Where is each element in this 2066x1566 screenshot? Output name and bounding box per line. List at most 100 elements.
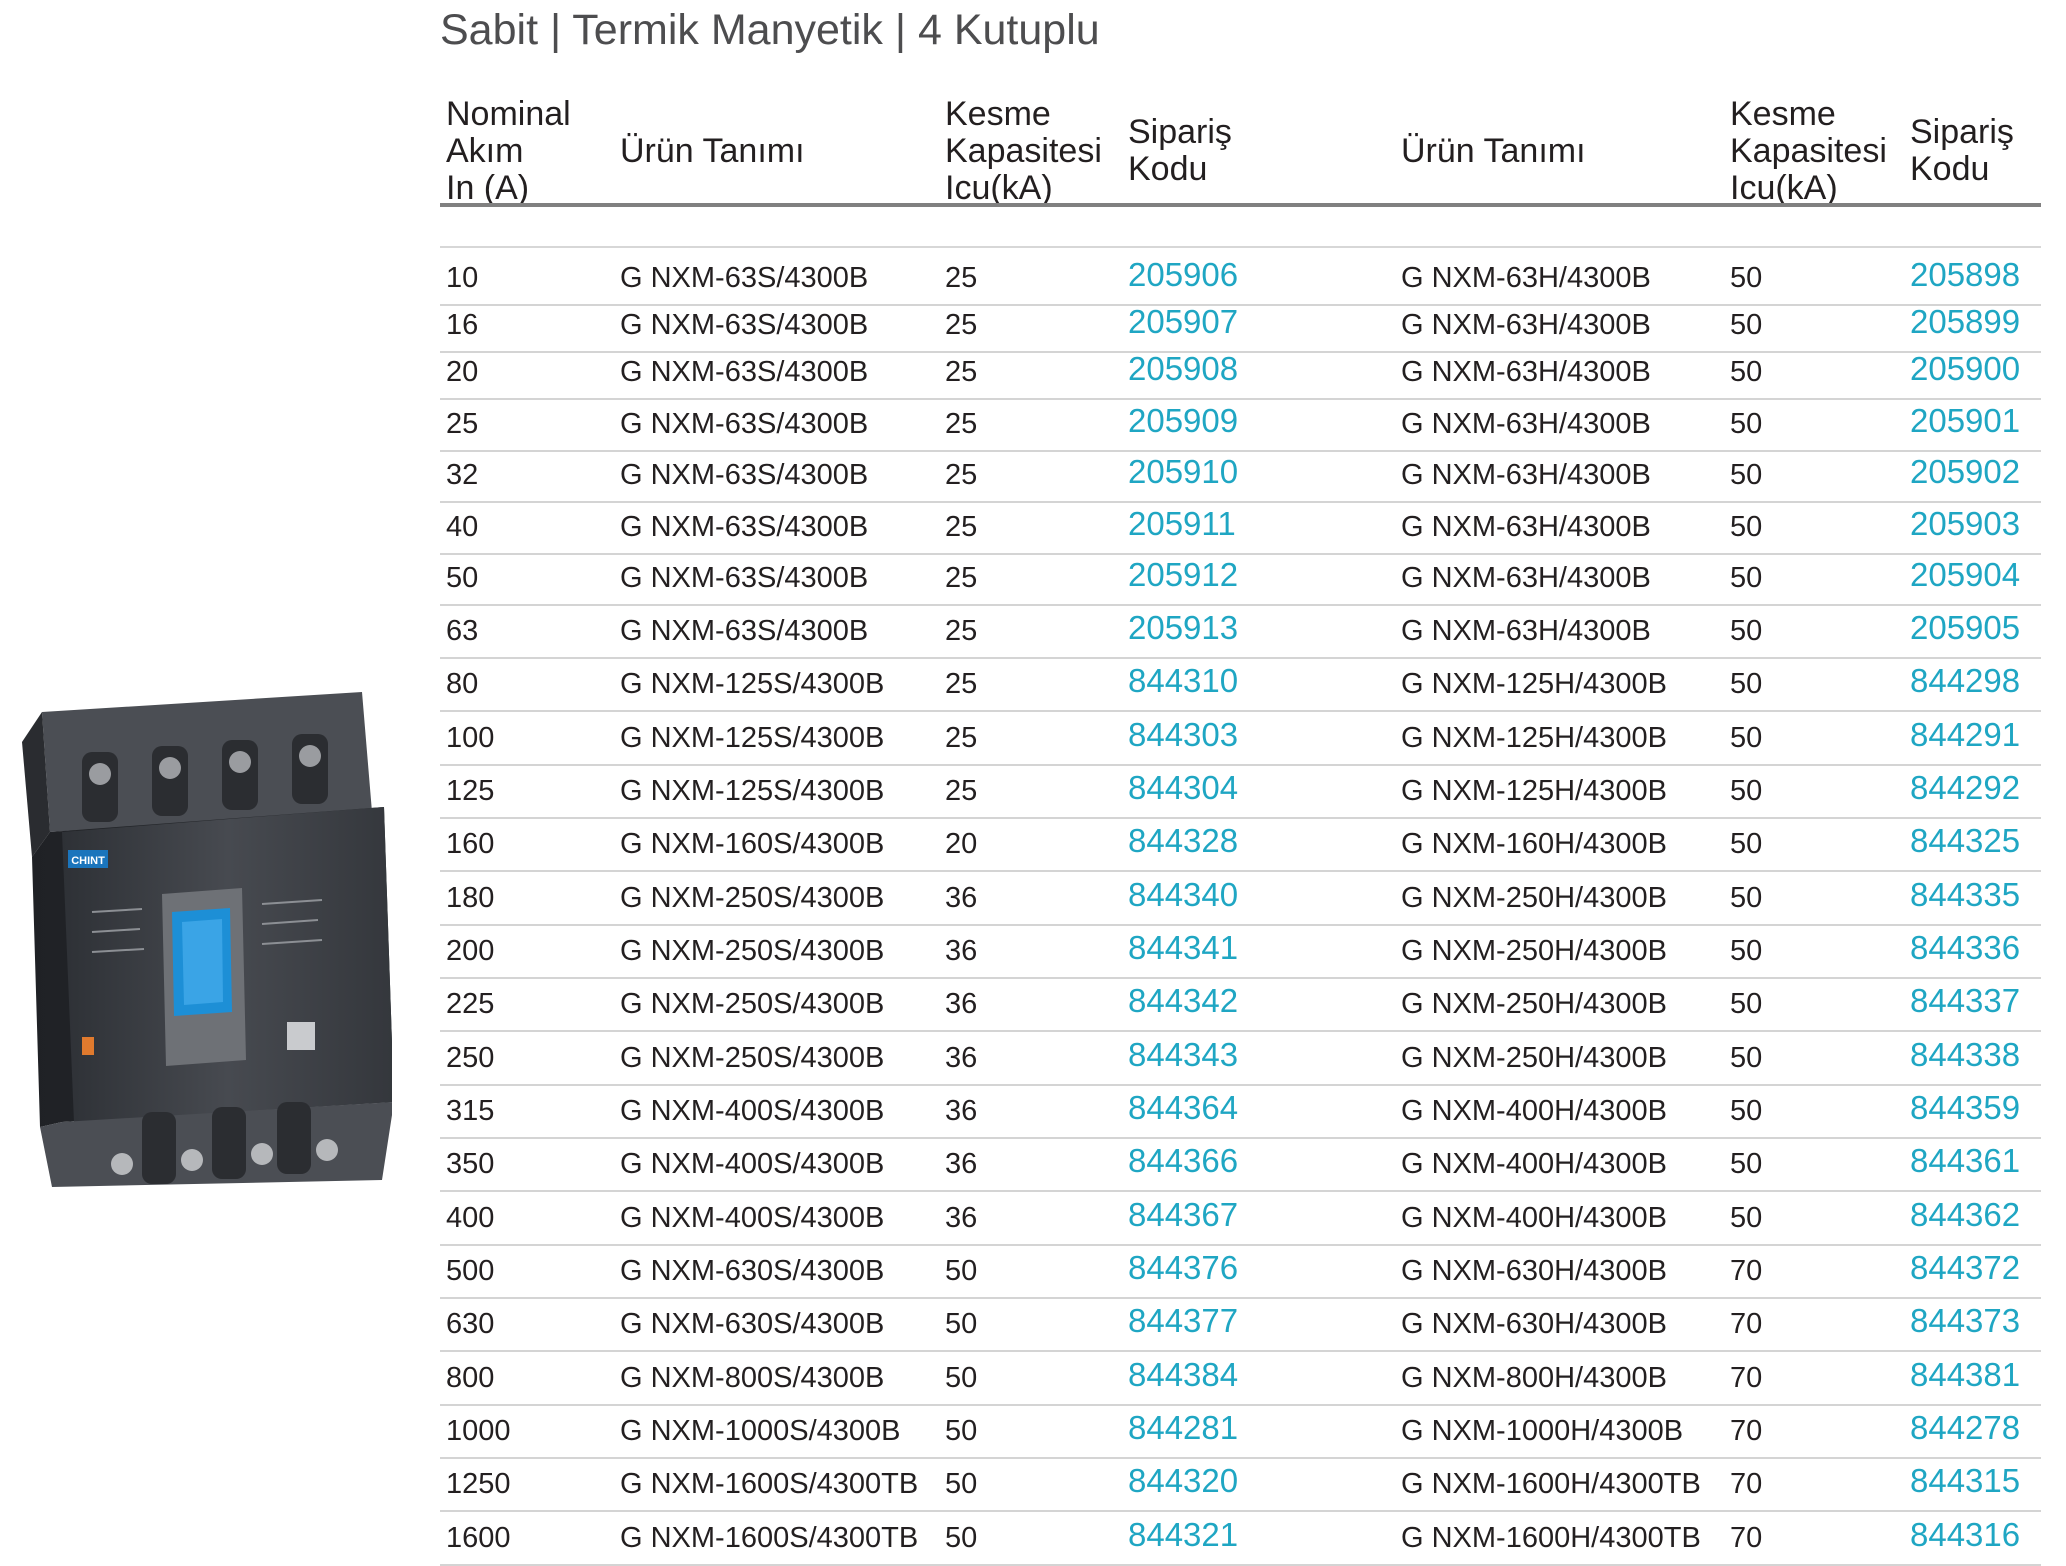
cell-nominal-current: 225 [446, 988, 495, 1020]
cell-nominal-current: 25 [446, 408, 479, 440]
cell-product-s: G NXM-63S/4300B [620, 615, 869, 647]
cell-product-h: G NXM-125H/4300B [1401, 722, 1667, 754]
header-capacity-right-line-2: Kapasitesi [1730, 132, 1887, 170]
cell-capacity-h: 70 [1730, 1308, 1763, 1340]
table-row: 100 G NXM-125S/4300B 25 844303 G NXM-125H/43… [440, 711, 2041, 766]
cell-order-code-h: 844278 [1910, 1409, 2021, 1446]
cell-order-code-s: 205907 [1128, 303, 1239, 340]
cell-nominal-current: 400 [446, 1202, 495, 1234]
cell-product-s: G NXM-63S/4300B [620, 262, 869, 294]
cell-product-h: G NXM-1600H/4300TB [1401, 1468, 1701, 1500]
cell-order-code-s: 844342 [1128, 982, 1239, 1019]
cell-capacity-h: 50 [1730, 408, 1763, 440]
cell-product-s: G NXM-160S/4300B [620, 828, 885, 860]
cell-product-s: G NXM-250S/4300B [620, 1042, 885, 1074]
cell-nominal-current: 350 [446, 1148, 495, 1180]
header-order-left-line-1: Sipariş [1128, 113, 1232, 151]
cell-capacity-h: 50 [1730, 562, 1763, 594]
cell-capacity-s: 36 [945, 882, 978, 914]
cell-order-code-h: 844298 [1910, 662, 2021, 699]
cell-order-code-s: 844320 [1128, 1462, 1239, 1499]
cell-nominal-current: 40 [446, 511, 479, 543]
cell-product-s: G NXM-1600S/4300TB [620, 1522, 919, 1554]
header-capacity-right-line-1: Kesme [1730, 95, 1836, 133]
cell-capacity-s: 36 [945, 988, 978, 1020]
cell-product-h: G NXM-63H/4300B [1401, 511, 1651, 543]
cell-product-s: G NXM-1600S/4300TB [620, 1468, 919, 1500]
cell-order-code-s: 844341 [1128, 929, 1239, 966]
brand-badge [68, 850, 108, 868]
table-row: 250 G NXM-250S/4300B 36 844343 G NXM-250H/43… [440, 1031, 2041, 1086]
cell-capacity-s: 25 [945, 775, 978, 807]
cell-order-code-h: 844359 [1910, 1089, 2021, 1126]
cell-order-code-s: 205908 [1128, 350, 1239, 387]
cell-nominal-current: 20 [446, 356, 479, 388]
cell-product-h: G NXM-160H/4300B [1401, 828, 1667, 860]
cell-order-code-h: 844325 [1910, 822, 2021, 859]
cell-capacity-s: 50 [945, 1255, 978, 1287]
header-capacity-left-line-2: Kapasitesi [945, 132, 1102, 170]
header-order-left: Sipariş Kodu [1128, 114, 1232, 188]
cell-capacity-s: 36 [945, 935, 978, 967]
header-product-left-label: Ürün Tanımı [620, 132, 805, 170]
header-nominal-current: Nominal Akım In (A) [446, 96, 571, 207]
cell-product-h: G NXM-400H/4300B [1401, 1095, 1667, 1127]
cell-capacity-s: 25 [945, 262, 978, 294]
cell-order-code-s: 844340 [1128, 876, 1239, 913]
cell-order-code-h: 205905 [1910, 609, 2021, 646]
cell-product-h: G NXM-400H/4300B [1401, 1202, 1667, 1234]
cell-product-s: G NXM-1000S/4300B [620, 1415, 901, 1447]
cell-order-code-h: 205902 [1910, 453, 2021, 490]
cell-order-code-s: 844343 [1128, 1036, 1239, 1073]
header-product-right: Ürün Tanımı [1401, 133, 1586, 170]
cell-order-code-h: 844361 [1910, 1142, 2021, 1179]
cell-product-s: G NXM-250S/4300B [620, 882, 885, 914]
cell-nominal-current: 800 [446, 1362, 495, 1394]
table-row: 80 G NXM-125S/4300B 25 844310 G NXM-125H/430… [440, 657, 2041, 712]
cell-nominal-current: 100 [446, 722, 495, 754]
cell-product-h: G NXM-250H/4300B [1401, 935, 1667, 967]
cell-order-code-s: 844328 [1128, 822, 1239, 859]
table-header: Nominal Akım In (A) Ürün Tanımı Kesme Ka… [440, 82, 2040, 207]
cell-product-h: G NXM-630H/4300B [1401, 1308, 1667, 1340]
cell-capacity-h: 50 [1730, 615, 1763, 647]
cell-capacity-h: 50 [1730, 511, 1763, 543]
cell-nominal-current: 1250 [446, 1468, 511, 1500]
cell-capacity-h: 50 [1730, 828, 1763, 860]
cell-order-code-s: 205909 [1128, 402, 1239, 439]
cell-order-code-s: 205911 [1128, 505, 1236, 542]
cell-product-s: G NXM-630S/4300B [620, 1255, 885, 1287]
cell-nominal-current: 16 [446, 309, 479, 341]
cell-order-code-h: 205899 [1910, 303, 2021, 340]
cell-product-s: G NXM-63S/4300B [620, 511, 869, 543]
cell-capacity-s: 25 [945, 356, 978, 388]
cell-product-h: G NXM-250H/4300B [1401, 882, 1667, 914]
header-order-right-line-1: Sipariş [1910, 113, 2014, 151]
cell-product-h: G NXM-800H/4300B [1401, 1362, 1667, 1394]
cell-order-code-s: 844377 [1128, 1302, 1239, 1339]
cell-nominal-current: 1000 [446, 1415, 511, 1447]
table-row: 1000 G NXM-1000S/4300B 50 844281 G NXM-1000H… [440, 1404, 2041, 1459]
cell-product-h: G NXM-63H/4300B [1401, 262, 1651, 294]
cell-capacity-h: 70 [1730, 1255, 1763, 1287]
cell-order-code-s: 844376 [1128, 1249, 1239, 1286]
cell-capacity-s: 36 [945, 1202, 978, 1234]
cell-product-s: G NXM-125S/4300B [620, 668, 885, 700]
cell-order-code-s: 844281 [1128, 1409, 1239, 1446]
cell-order-code-s: 844303 [1128, 716, 1239, 753]
cell-capacity-h: 50 [1730, 988, 1763, 1020]
table-row: 32 G NXM-63S/4300B 25 205910 G NXM-63H/4300B… [440, 448, 2041, 503]
table-row: 50 G NXM-63S/4300B 25 205912 G NXM-63H/4300B… [440, 551, 2041, 606]
table-row: 1250 G NXM-1600S/4300TB 50 844320 G NXM-1600… [440, 1457, 2041, 1512]
cell-product-h: G NXM-63H/4300B [1401, 562, 1651, 594]
cell-product-s: G NXM-63S/4300B [620, 562, 869, 594]
cell-nominal-current: 250 [446, 1042, 495, 1074]
cell-order-code-s: 844304 [1128, 769, 1239, 806]
cell-product-h: G NXM-1600H/4300TB [1401, 1522, 1701, 1554]
cell-product-s: G NXM-63S/4300B [620, 356, 869, 388]
circuit-breaker-image: CHINT [22, 692, 392, 1187]
cell-capacity-s: 50 [945, 1415, 978, 1447]
table-row: 10 G NXM-63S/4300B 25 205906 G NXM-63H/4300B… [440, 251, 2041, 306]
header-order-right-line-2: Kodu [1910, 150, 1990, 188]
table-row: 350 G NXM-400S/4300B 36 844366 G NXM-400H/43… [440, 1137, 2041, 1192]
